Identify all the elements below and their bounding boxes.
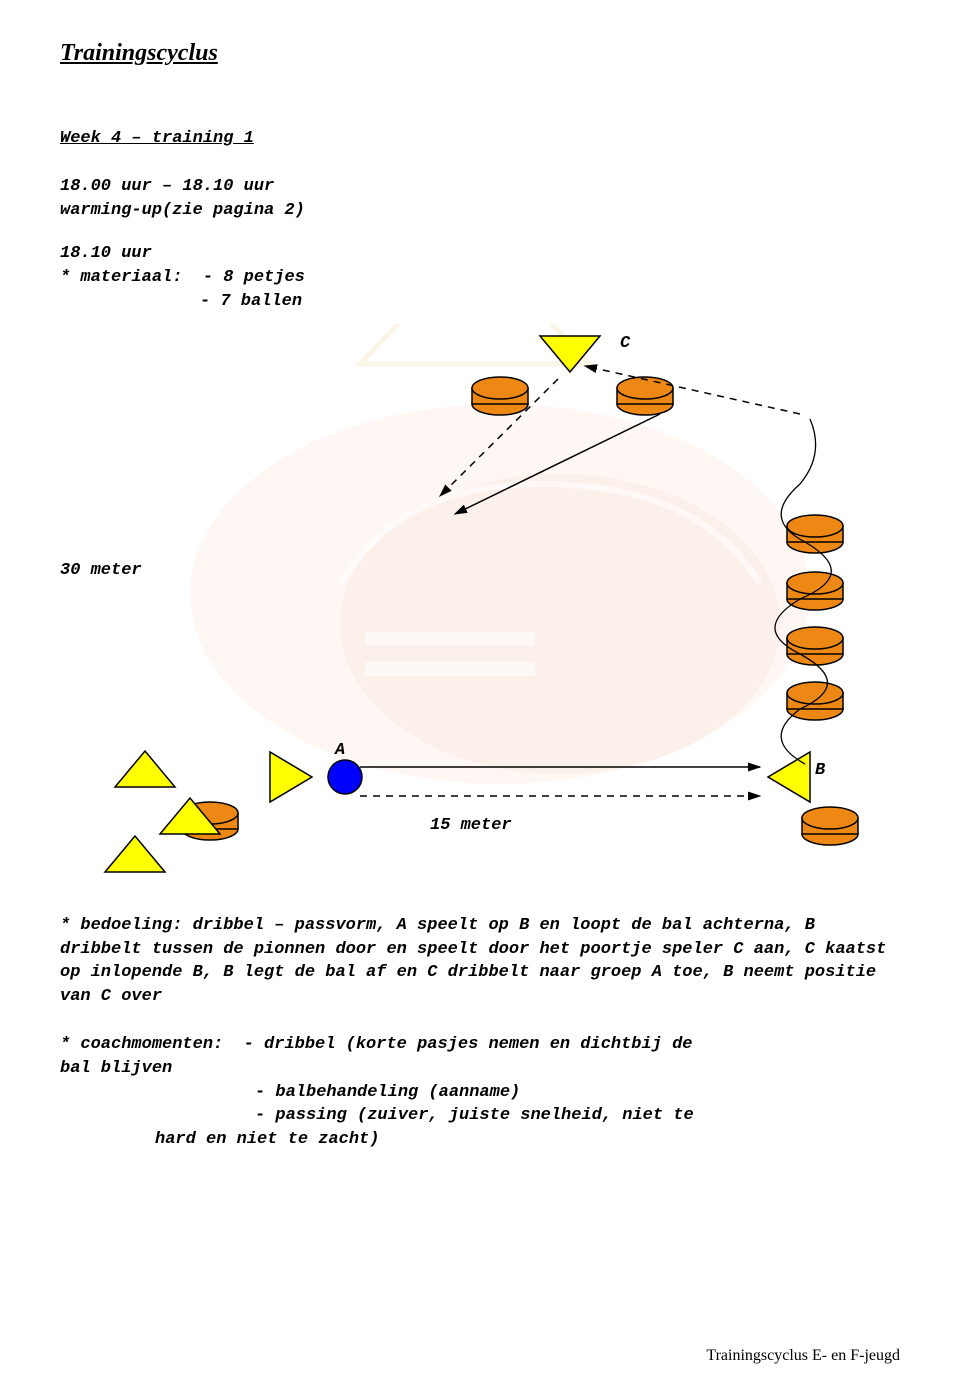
diagram-svg — [60, 324, 880, 884]
coach-tail: bal blijven — [60, 1057, 900, 1081]
training-diagram: 30 meter 15 meter A B C — [60, 324, 880, 884]
label-c: C — [620, 332, 630, 356]
label-30-meter: 30 meter — [60, 559, 142, 583]
bedoeling-text: * bedoeling: dribbel – passvorm, A speel… — [60, 914, 900, 1009]
time-1-sub: warming-up(zie pagina 2) — [60, 199, 900, 223]
cone-icon — [787, 627, 843, 665]
materiaal-item-2: - 7 ballen — [200, 290, 900, 314]
coach-item-2: - balbehandeling (aanname) — [255, 1081, 900, 1105]
cone-icon — [787, 515, 843, 553]
coach-label: * coachmomenten: — [60, 1035, 223, 1054]
coach-item-3: - passing (zuiver, juiste snelheid, niet… — [255, 1104, 900, 1128]
cone-icon — [617, 377, 673, 415]
cone-icon — [802, 807, 858, 845]
label-15-meter: 15 meter — [430, 814, 512, 838]
cone-icon — [472, 377, 528, 415]
label-a: A — [335, 739, 345, 763]
page-footer: Trainingscyclus E- en F-jeugd — [706, 1347, 900, 1365]
label-b: B — [815, 759, 825, 783]
materiaal-item-1: - 8 petjes — [203, 268, 305, 287]
ball-icon — [328, 760, 362, 794]
triangle-left-icon — [768, 752, 810, 802]
week-line: Week 4 – training 1 — [60, 127, 900, 151]
triangle-up-icon — [115, 751, 175, 787]
time-1: 18.00 uur – 18.10 uur — [60, 175, 900, 199]
page-title: Trainingscyclus — [60, 40, 900, 67]
coach-item-3b: hard en niet te zacht) — [155, 1128, 900, 1152]
time-2: 18.10 uur — [60, 242, 900, 266]
triangle-up-icon — [105, 836, 165, 872]
materiaal-label: * materiaal: — [60, 268, 182, 287]
triangle-right-icon — [270, 752, 312, 802]
coach-item-1: - dribbel (korte pasjes nemen en dichtbi… — [244, 1035, 693, 1054]
